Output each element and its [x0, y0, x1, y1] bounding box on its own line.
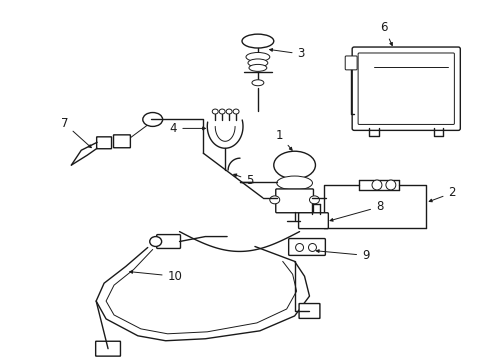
Ellipse shape	[225, 109, 232, 114]
Ellipse shape	[251, 80, 264, 86]
Circle shape	[308, 243, 316, 251]
Ellipse shape	[233, 109, 239, 114]
Text: 10: 10	[129, 270, 182, 283]
FancyBboxPatch shape	[345, 56, 356, 70]
Ellipse shape	[212, 109, 218, 114]
FancyBboxPatch shape	[275, 189, 313, 213]
FancyBboxPatch shape	[351, 47, 459, 130]
Circle shape	[385, 180, 395, 190]
Text: 7: 7	[61, 117, 91, 148]
FancyBboxPatch shape	[156, 235, 180, 248]
Text: 3: 3	[269, 48, 305, 60]
Text: 5: 5	[233, 174, 253, 186]
FancyBboxPatch shape	[97, 137, 111, 149]
Ellipse shape	[273, 151, 315, 179]
Ellipse shape	[309, 196, 319, 204]
Ellipse shape	[242, 34, 273, 48]
Text: 2: 2	[428, 186, 455, 202]
Text: 9: 9	[316, 249, 369, 262]
FancyBboxPatch shape	[288, 239, 325, 255]
Text: 6: 6	[379, 21, 391, 45]
FancyBboxPatch shape	[299, 303, 319, 319]
Ellipse shape	[276, 176, 312, 190]
Circle shape	[371, 180, 381, 190]
Text: 4: 4	[169, 122, 205, 135]
FancyBboxPatch shape	[113, 135, 130, 148]
Ellipse shape	[245, 53, 269, 62]
Text: 8: 8	[329, 200, 383, 221]
Ellipse shape	[149, 237, 162, 247]
Ellipse shape	[219, 109, 224, 114]
Ellipse shape	[269, 196, 279, 204]
Text: 1: 1	[275, 129, 291, 150]
FancyBboxPatch shape	[298, 213, 327, 229]
Ellipse shape	[247, 59, 267, 67]
FancyBboxPatch shape	[96, 341, 120, 356]
Ellipse shape	[248, 64, 266, 71]
Ellipse shape	[142, 113, 163, 126]
FancyBboxPatch shape	[357, 53, 453, 125]
Circle shape	[295, 243, 303, 251]
